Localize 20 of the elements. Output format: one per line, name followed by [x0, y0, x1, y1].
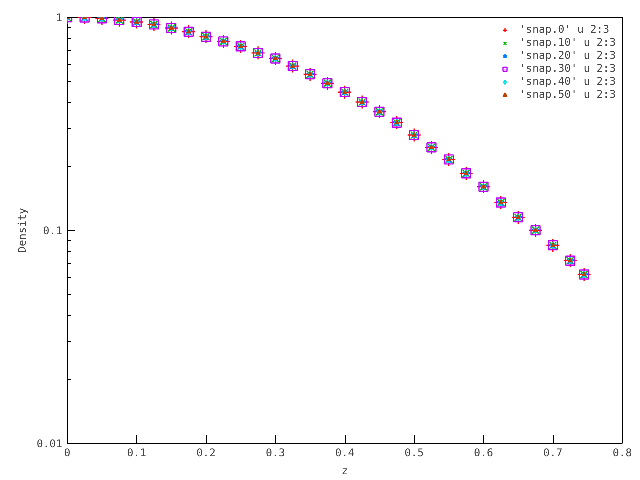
x-tick-label: 0.3: [266, 446, 286, 460]
x-tick-label: 0.8: [612, 446, 632, 460]
x-tick-label: 0.7: [544, 446, 563, 460]
legend-label: 'snap.20' u 2:3: [520, 49, 616, 62]
y-axis-title: Density: [16, 208, 29, 253]
legend-label: 'snap.0' u 2:3: [520, 23, 610, 36]
legend-label: 'snap.40' u 2:3: [520, 75, 616, 88]
x-tick-label: 0: [64, 446, 71, 460]
x-tick-label: 0.5: [404, 446, 424, 460]
y-tick-label: 1: [56, 12, 63, 24]
legend-label: 'snap.50' u 2:3: [520, 88, 616, 101]
x-tick-label: 0.1: [127, 446, 146, 460]
y-tick-label: 0.1: [43, 224, 63, 238]
y-tick-label: 0.01: [36, 438, 63, 450]
x-tick-label: 0.4: [335, 446, 355, 460]
x-tick-label: 0.2: [196, 446, 216, 460]
legend-label: 'snap.30' u 2:3: [520, 62, 616, 75]
legend-label: 'snap.10' u 2:3: [520, 36, 616, 49]
x-axis-title: z: [342, 464, 348, 478]
x-tick-label: 0.6: [474, 446, 494, 460]
